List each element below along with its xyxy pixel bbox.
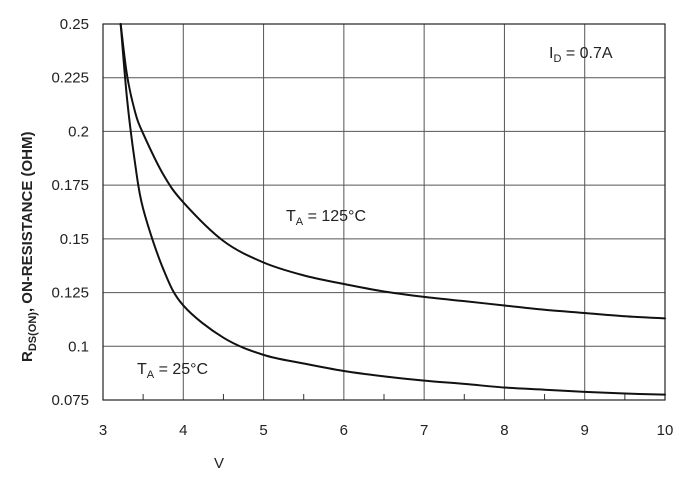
- y-tick-label: 0.1: [68, 338, 89, 355]
- x-tick-label: 6: [340, 422, 348, 439]
- x-tick-label: 3: [99, 422, 107, 439]
- y-tick-label: 0.2: [68, 123, 89, 140]
- plot-frame: [102, 23, 666, 401]
- x-tick-label: 4: [179, 422, 187, 439]
- y-tick-label: 0.25: [60, 16, 89, 33]
- y-axis-ticks: 0.25 0.225 0.2 0.175 0.15 0.125 0.1 0.075: [51, 16, 89, 409]
- y-tick-label: 0.175: [51, 177, 89, 194]
- x-tick-label: 9: [581, 422, 589, 439]
- annotation-id: ID = 0.7A: [549, 45, 613, 65]
- x-tick-label: 5: [259, 422, 267, 439]
- x-axis-ticks: 3 4 5 6 7 8 9 10: [99, 422, 674, 439]
- x-axis-label-fragment: V: [214, 455, 224, 472]
- x-tick-label: 10: [657, 422, 674, 439]
- grid: [102, 23, 666, 401]
- y-tick-label: 0.15: [60, 231, 89, 248]
- series-group: [119, 23, 666, 396]
- y-axis-label: RDS(ON), ON-RESISTANCE (OHM): [19, 131, 39, 362]
- series-line-25c: [119, 23, 666, 396]
- series-line-125c: [119, 23, 666, 320]
- annotation-t25: TA = 25°C: [137, 361, 208, 381]
- x-tick-label: 8: [500, 422, 508, 439]
- y-tick-label: 0.225: [51, 70, 89, 87]
- y-tick-label: 0.125: [51, 285, 89, 302]
- annotation-t125: TA = 125°C: [286, 208, 366, 228]
- y-tick-label: 0.075: [51, 392, 89, 409]
- x-tick-label: 7: [420, 422, 428, 439]
